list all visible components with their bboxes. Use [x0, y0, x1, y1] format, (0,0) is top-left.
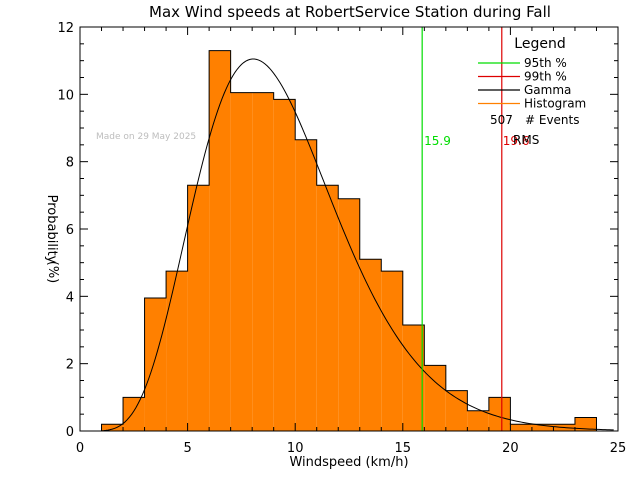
- y-axis-unit-group: (%): [45, 261, 60, 284]
- x-axis: 0 5 10 15 20 25: [76, 27, 626, 456]
- histogram-bar: [424, 365, 446, 431]
- y-axis-label: Probability: [44, 195, 59, 264]
- histogram-bar: [488, 397, 511, 431]
- x-tick-label: 10: [287, 441, 304, 456]
- legend-entry-label: Gamma: [524, 83, 571, 97]
- chart-title: Max Wind speeds at RobertService Station…: [149, 3, 551, 21]
- histogram-bars: [101, 50, 597, 432]
- legend-rms-label: RMS: [513, 133, 539, 147]
- histogram-bar: [273, 99, 296, 431]
- histogram-bar: [402, 324, 425, 431]
- legend-events-label: # Events: [525, 113, 580, 127]
- histogram-bar: [252, 92, 274, 432]
- y-tick-label: 8: [66, 156, 74, 171]
- histogram-bar: [510, 424, 532, 431]
- histogram-bar: [187, 185, 210, 431]
- histogram-bar: [316, 185, 339, 431]
- histogram-bar: [230, 92, 253, 432]
- y-tick-label: 12: [57, 21, 74, 36]
- histogram-bar: [338, 198, 360, 431]
- x-tick-label: 0: [76, 441, 84, 456]
- histogram-bar: [209, 50, 231, 432]
- histogram-bar: [359, 259, 382, 431]
- histogram-bar: [574, 417, 597, 431]
- histogram-bar: [467, 410, 489, 431]
- histogram-bar: [445, 390, 468, 431]
- x-tick-label: 25: [610, 441, 627, 456]
- percentile-95-label: 15.9: [424, 134, 451, 148]
- x-tick-label: 5: [183, 441, 191, 456]
- histogram-bar: [531, 424, 554, 431]
- histogram-bar: [295, 139, 317, 432]
- histogram-outline: [101, 50, 597, 431]
- y-tick-label: 10: [57, 88, 74, 103]
- y-tick-label: 4: [66, 290, 74, 305]
- x-tick-label: 15: [395, 441, 412, 456]
- legend-entry-label: Histogram: [524, 97, 586, 111]
- y-axis-label-top: Probability: [44, 195, 59, 264]
- y-tick-label: 0: [66, 425, 74, 440]
- gamma-curve: [101, 58, 614, 432]
- y-axis-label-unit: (%): [45, 261, 60, 284]
- histogram-bar: [123, 397, 145, 431]
- histogram-bar: [144, 298, 167, 431]
- histogram-bar: [101, 424, 124, 431]
- histogram-bar: [381, 271, 403, 431]
- y-tick-label: 6: [66, 223, 74, 238]
- legend-title: Legend: [514, 36, 565, 52]
- legend-entry-label: 99th %: [524, 70, 567, 84]
- y-axis: 0 2 4 6 8 10 12: [57, 21, 618, 440]
- x-tick-label: 20: [502, 441, 519, 456]
- histogram-bar: [166, 271, 188, 431]
- percentile-99-label: 19.6: [503, 134, 530, 148]
- legend-entry-label: 95th %: [524, 56, 567, 70]
- x-axis-label: Windspeed (km/h): [289, 455, 408, 470]
- legend-events-count: 507: [490, 113, 513, 127]
- creation-stamp: Made on 29 May 2025: [96, 132, 196, 142]
- y-tick-label: 2: [66, 358, 74, 373]
